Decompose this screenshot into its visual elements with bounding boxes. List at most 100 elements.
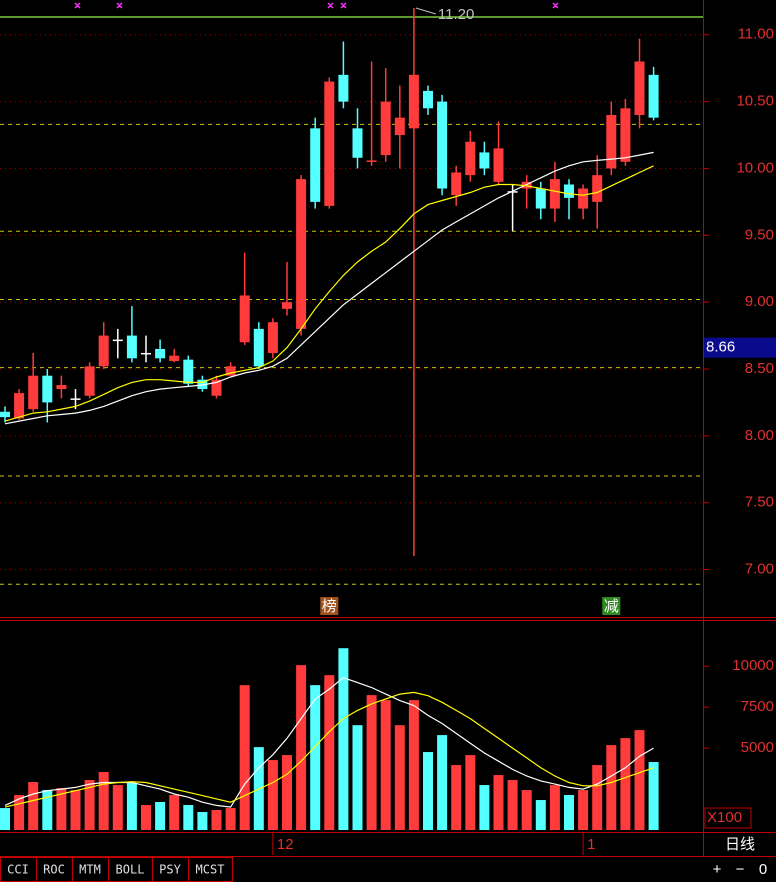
zoom-control[interactable]: 0 [759, 861, 767, 878]
y-tick-label: 10000 [732, 657, 774, 674]
candle-body [578, 188, 589, 209]
volume-bar [310, 685, 321, 830]
candle-body [606, 114, 617, 169]
x-tick-label: 12 [277, 836, 294, 853]
event-badge [320, 597, 339, 615]
candle-body [634, 61, 645, 115]
candle-body [564, 184, 574, 198]
candle-body [211, 379, 222, 396]
candle-body [408, 74, 419, 129]
volume-bar [14, 795, 25, 830]
indicator-tab-label[interactable]: PSY [159, 863, 181, 877]
candle-body [310, 128, 321, 202]
candle-body [437, 101, 448, 189]
y-tick-label: 10.50 [736, 93, 774, 110]
candle-body [465, 141, 476, 176]
volume-bar [112, 785, 123, 830]
candle-body [42, 375, 53, 403]
volume-bar [98, 772, 109, 830]
candle-body [380, 101, 391, 156]
volume-bar [592, 765, 603, 830]
y-tick-label: 5000 [741, 739, 774, 756]
volume-bar [521, 790, 532, 830]
volume-bar [465, 755, 476, 830]
indicator-tab-label[interactable]: CCI [7, 863, 29, 877]
candle-body [493, 148, 504, 182]
volume-ma-line [4, 691, 654, 808]
candle-body [141, 352, 151, 355]
candle-body [549, 179, 560, 209]
volume-bar [56, 788, 67, 830]
candle-body [197, 379, 208, 390]
volume-bar [366, 695, 377, 830]
candle-body [620, 108, 631, 162]
y-tick-label: 11.00 [738, 26, 774, 43]
event-label: 榜 [322, 598, 337, 615]
price-marker-box [704, 337, 776, 358]
volume-bar [155, 801, 166, 830]
candle-body [253, 328, 264, 367]
candle-body [56, 385, 67, 390]
price-marker: 8.66 [706, 339, 735, 356]
event-markers [74, 2, 559, 9]
volume-bar [338, 648, 349, 830]
ma-line [4, 151, 654, 425]
zoom-control[interactable]: − [736, 861, 745, 878]
candle-body [296, 179, 307, 329]
candle-body [126, 335, 137, 359]
candle-body [70, 398, 81, 400]
volume-bar [451, 765, 462, 830]
volume-bar [70, 790, 81, 830]
candle-body [98, 335, 109, 367]
volume-bar [394, 725, 405, 830]
volume-bar [296, 665, 307, 830]
volume-bar [620, 738, 631, 830]
volume-bar [197, 811, 208, 830]
volume-bar [0, 808, 10, 830]
volume-bar [211, 810, 222, 830]
y-tick-label: 9.50 [745, 226, 774, 243]
x-tick-label: 1 [587, 836, 595, 853]
volume-bar [352, 725, 363, 830]
volume-bar [648, 762, 659, 830]
y-tick-label: 9.00 [745, 293, 774, 310]
indicator-tab-label[interactable]: BOLL [116, 863, 145, 877]
candle-body [592, 175, 603, 202]
candle-body [423, 90, 433, 109]
volume-bar [324, 675, 335, 830]
candle-body [84, 366, 95, 396]
candle-body [648, 74, 659, 118]
candle-body [451, 172, 462, 196]
indicator-tab[interactable] [108, 857, 153, 882]
candle-body [352, 128, 363, 158]
candle-body [267, 322, 278, 353]
indicator-tab[interactable] [72, 857, 109, 882]
y-tick-label: 8.50 [745, 360, 774, 377]
candle-body [183, 359, 194, 384]
volume-bar [493, 775, 504, 830]
high-arrow [415, 7, 437, 15]
frame [0, 0, 776, 857]
indicator-tab-label[interactable]: MTM [79, 863, 101, 877]
volume-bar [225, 808, 236, 830]
volume-bar [578, 790, 589, 830]
volume-bar [380, 700, 391, 830]
candle-body [394, 117, 405, 136]
indicator-tab-label[interactable]: ROC [43, 863, 65, 877]
candle-body [479, 152, 490, 169]
volume-bar [535, 800, 546, 830]
indicator-tab-label[interactable]: MCST [196, 863, 225, 877]
candle-body [338, 74, 349, 102]
volume-bar [437, 735, 448, 830]
volume-bar [564, 795, 574, 830]
candle-body [28, 375, 39, 410]
y-tick-label: 8.00 [745, 427, 774, 444]
volume-bar [42, 790, 53, 830]
zoom-control[interactable]: + [713, 861, 722, 878]
volume-bar [267, 760, 278, 830]
candle-body [239, 295, 250, 343]
candle-body [282, 302, 292, 309]
candle-body [14, 393, 25, 419]
timeframe-label[interactable]: 日线 [725, 836, 755, 853]
